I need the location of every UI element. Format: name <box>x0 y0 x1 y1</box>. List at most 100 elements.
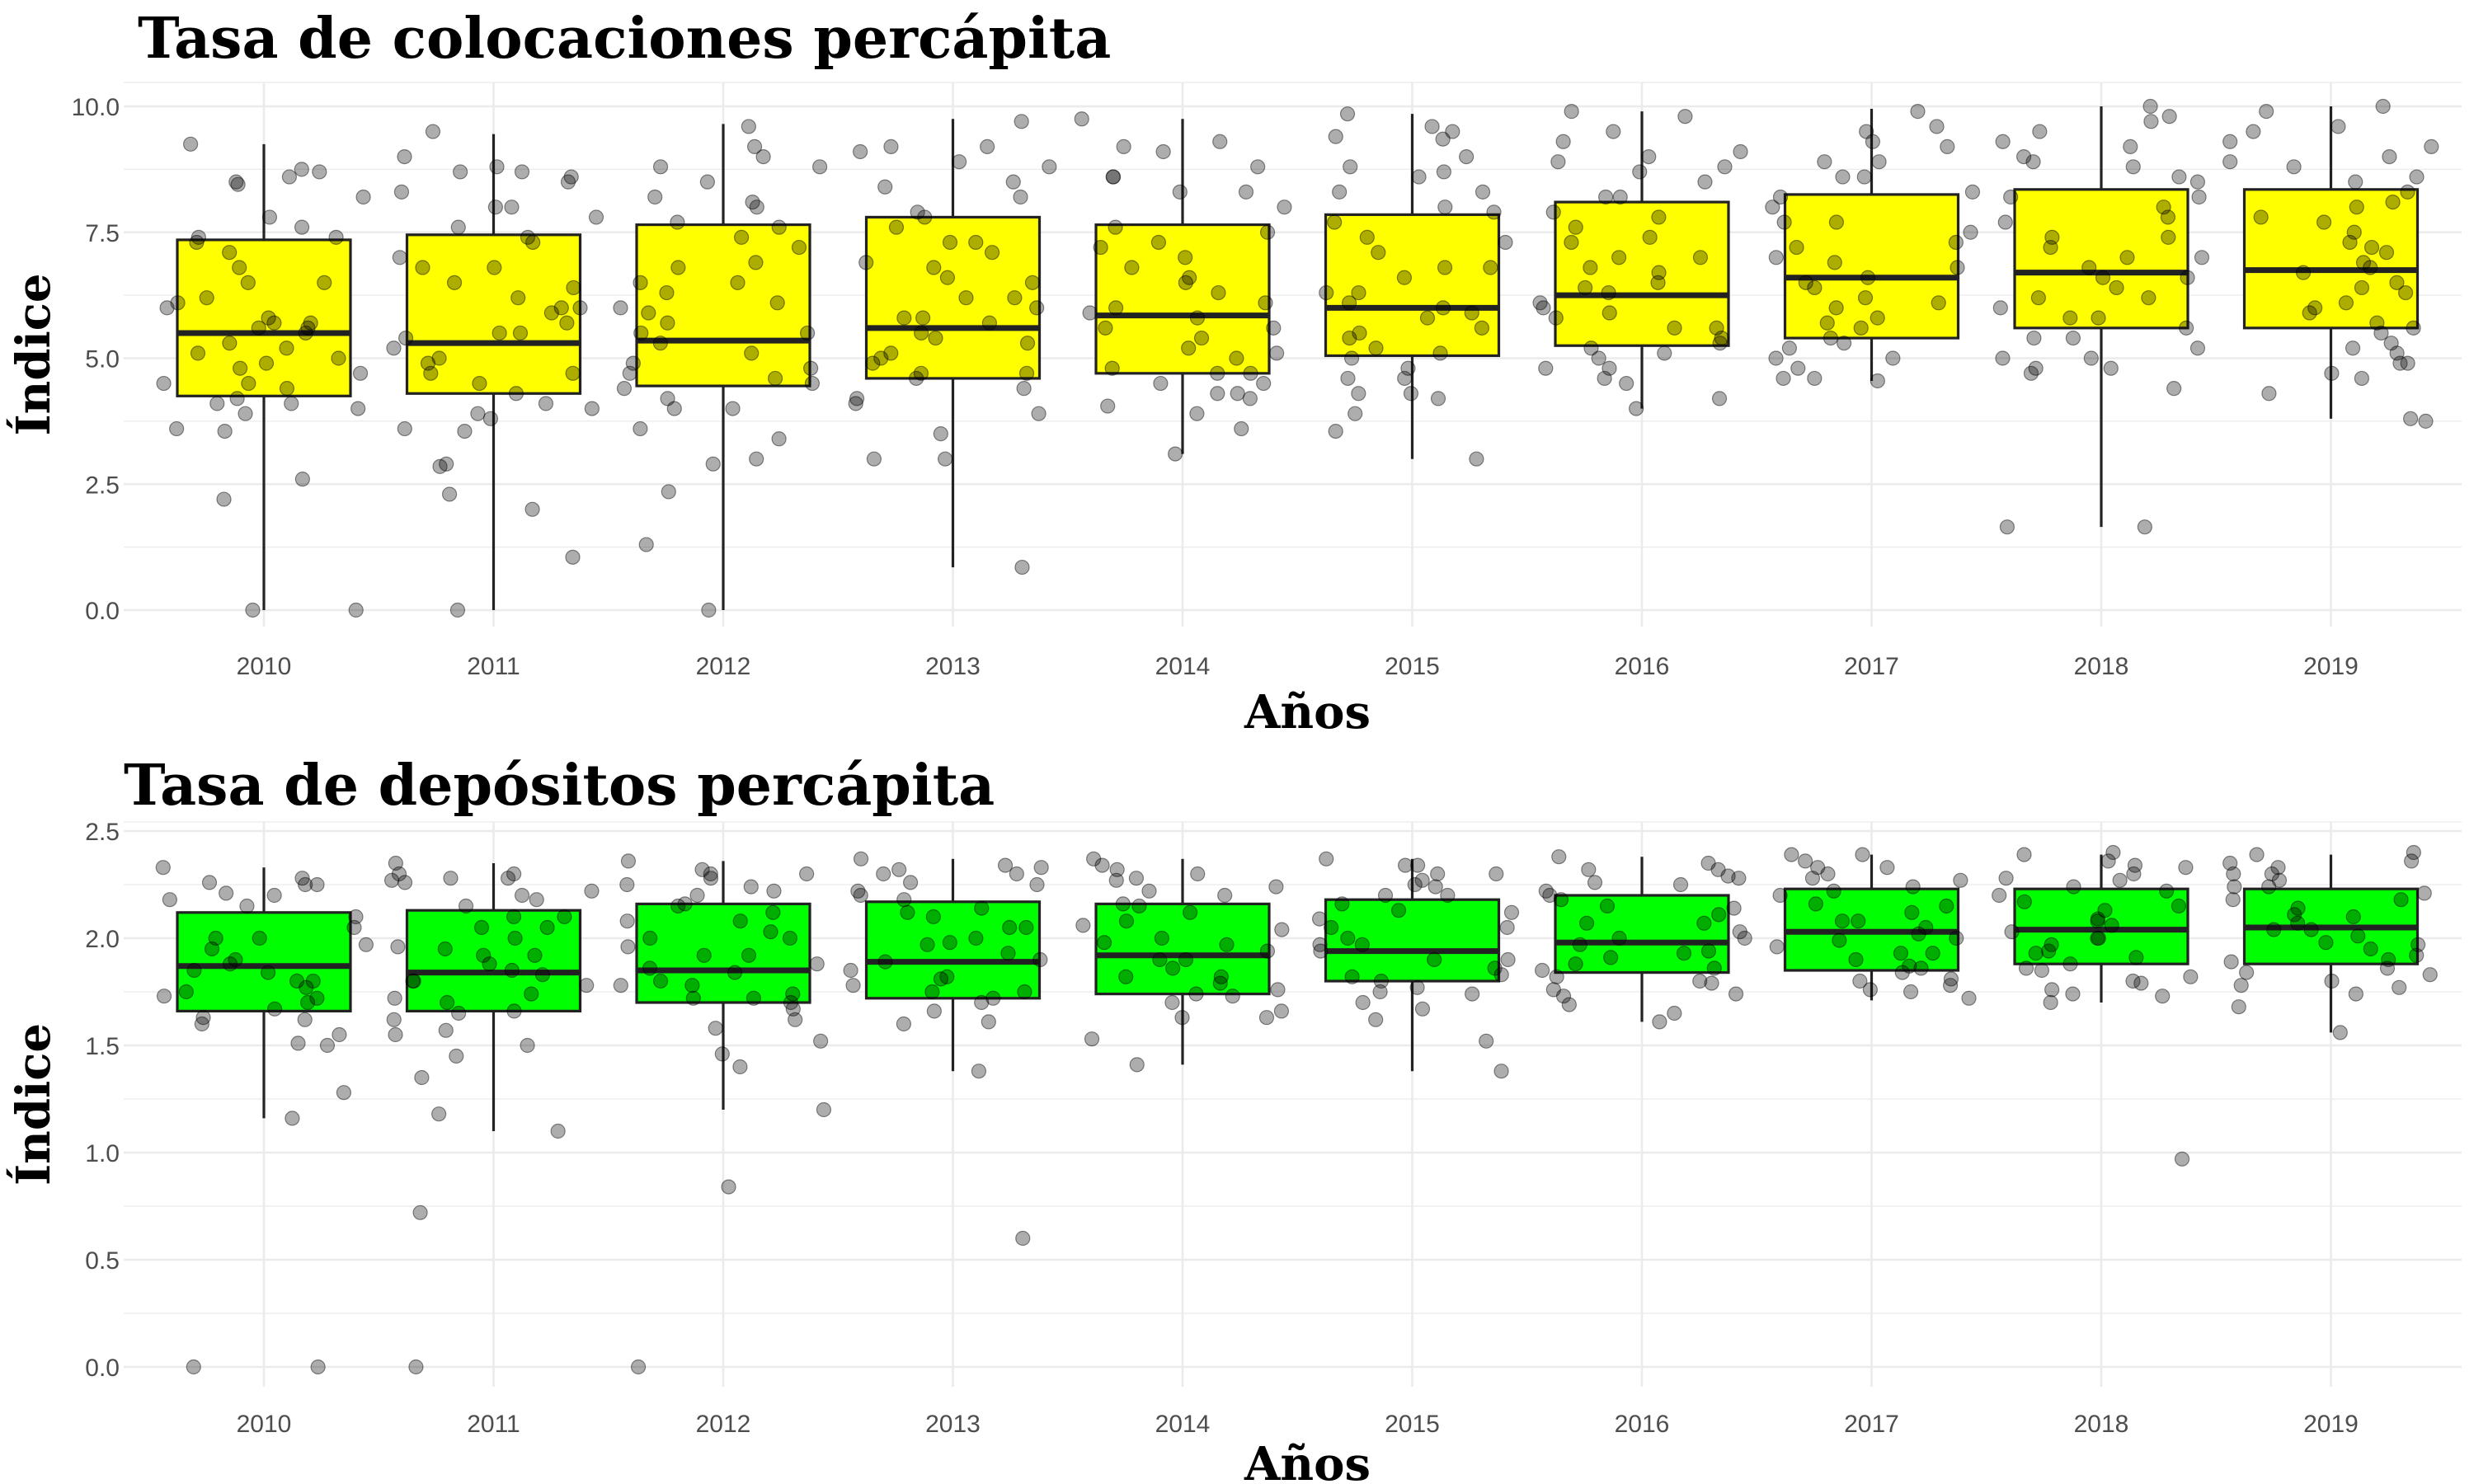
data-point <box>2222 154 2238 170</box>
data-point <box>2375 98 2391 115</box>
data-point <box>1074 111 1089 127</box>
data-point <box>2381 951 2396 968</box>
data-point <box>425 124 441 139</box>
data-point <box>2026 330 2042 346</box>
data-point <box>1564 104 1579 120</box>
data-point <box>506 1003 522 1019</box>
data-point <box>2104 918 2119 933</box>
data-point <box>1810 860 1826 876</box>
data-point <box>985 990 1001 1006</box>
data-point <box>1720 868 1736 884</box>
data-point <box>186 962 202 979</box>
data-point <box>641 305 656 321</box>
data-point <box>565 365 581 381</box>
data-point <box>942 234 958 251</box>
data-point <box>387 990 402 1006</box>
data-point <box>260 965 276 980</box>
data-point <box>933 426 948 442</box>
data-point <box>1712 336 1728 351</box>
data-point <box>222 336 238 351</box>
data-point <box>252 930 267 946</box>
data-point <box>1342 330 1357 346</box>
data-point <box>386 340 402 356</box>
data-point <box>512 325 529 341</box>
data-point <box>1018 919 1034 936</box>
data-point <box>1710 862 1726 877</box>
data-point <box>1641 149 1657 165</box>
data-point <box>209 396 225 411</box>
data-point <box>800 325 816 341</box>
data-point <box>441 486 458 502</box>
data-point <box>397 149 412 165</box>
chart-colocaciones: 0.0 2.5 5.0 7.5 10.0 2010 2011 2012 2013 2014 2015… <box>6 6 2462 740</box>
data-point <box>2066 879 2081 895</box>
data-point <box>408 1359 424 1375</box>
data-point <box>642 930 658 946</box>
data-point <box>539 919 555 936</box>
data-point <box>1807 279 1823 296</box>
x-axis-title: Años <box>1244 1437 1371 1484</box>
data-point <box>450 219 466 235</box>
x-tick-label: 2016 <box>1615 1411 1670 1438</box>
x-axis-title: Años <box>1244 685 1371 740</box>
data-point <box>1894 965 1910 980</box>
data-point <box>984 245 1000 261</box>
data-point <box>1115 896 1131 912</box>
data-point <box>1555 989 1572 1004</box>
data-point <box>1319 851 1334 866</box>
data-point <box>2091 310 2106 326</box>
data-point <box>2345 340 2361 356</box>
data-point <box>1118 913 1135 929</box>
data-point <box>222 956 238 972</box>
data-point <box>2133 975 2149 991</box>
data-point <box>703 866 718 882</box>
data-point <box>926 1003 942 1019</box>
data-point <box>1164 994 1180 1011</box>
data-point <box>1210 386 1225 402</box>
data-point <box>406 973 421 989</box>
data-point <box>1602 360 1617 376</box>
data-point <box>1178 951 1194 968</box>
data-point <box>1918 919 1934 936</box>
data-point <box>229 391 245 406</box>
data-point <box>2043 994 2058 1011</box>
data-point <box>230 176 246 192</box>
data-point <box>1172 184 1188 200</box>
y-tick-label: 1.0 <box>85 1140 120 1167</box>
data-point <box>1953 872 1968 888</box>
data-point <box>1414 1001 1431 1017</box>
data-point <box>1817 154 1832 170</box>
data-point <box>1538 360 1554 376</box>
data-point <box>958 290 974 306</box>
data-point <box>1545 204 1561 220</box>
data-point <box>1732 924 1747 940</box>
data-point <box>279 381 295 397</box>
data-point <box>2409 947 2425 963</box>
data-point <box>2355 255 2372 270</box>
x-tick-label: 2010 <box>237 1411 292 1438</box>
data-point <box>284 396 299 411</box>
data-point <box>2143 114 2159 129</box>
data-point <box>1855 847 1870 862</box>
data-point <box>2223 954 2239 970</box>
data-point <box>733 229 750 245</box>
data-point <box>2109 279 2124 296</box>
data-point <box>397 875 413 890</box>
data-point <box>1230 386 1245 402</box>
data-point <box>1165 960 1181 976</box>
data-point <box>1865 134 1880 149</box>
data-point <box>2416 885 2432 901</box>
data-point <box>924 984 940 1000</box>
data-point <box>348 602 364 618</box>
data-point <box>619 876 635 893</box>
data-point <box>1435 131 1451 147</box>
data-point <box>677 896 693 912</box>
data-point <box>925 909 941 925</box>
data-point <box>228 174 244 190</box>
data-point <box>432 458 448 474</box>
data-point <box>630 1359 647 1375</box>
box-2010 <box>176 238 352 397</box>
data-point <box>2266 922 2282 937</box>
data-point <box>1396 270 1413 285</box>
data-point <box>2363 239 2380 256</box>
